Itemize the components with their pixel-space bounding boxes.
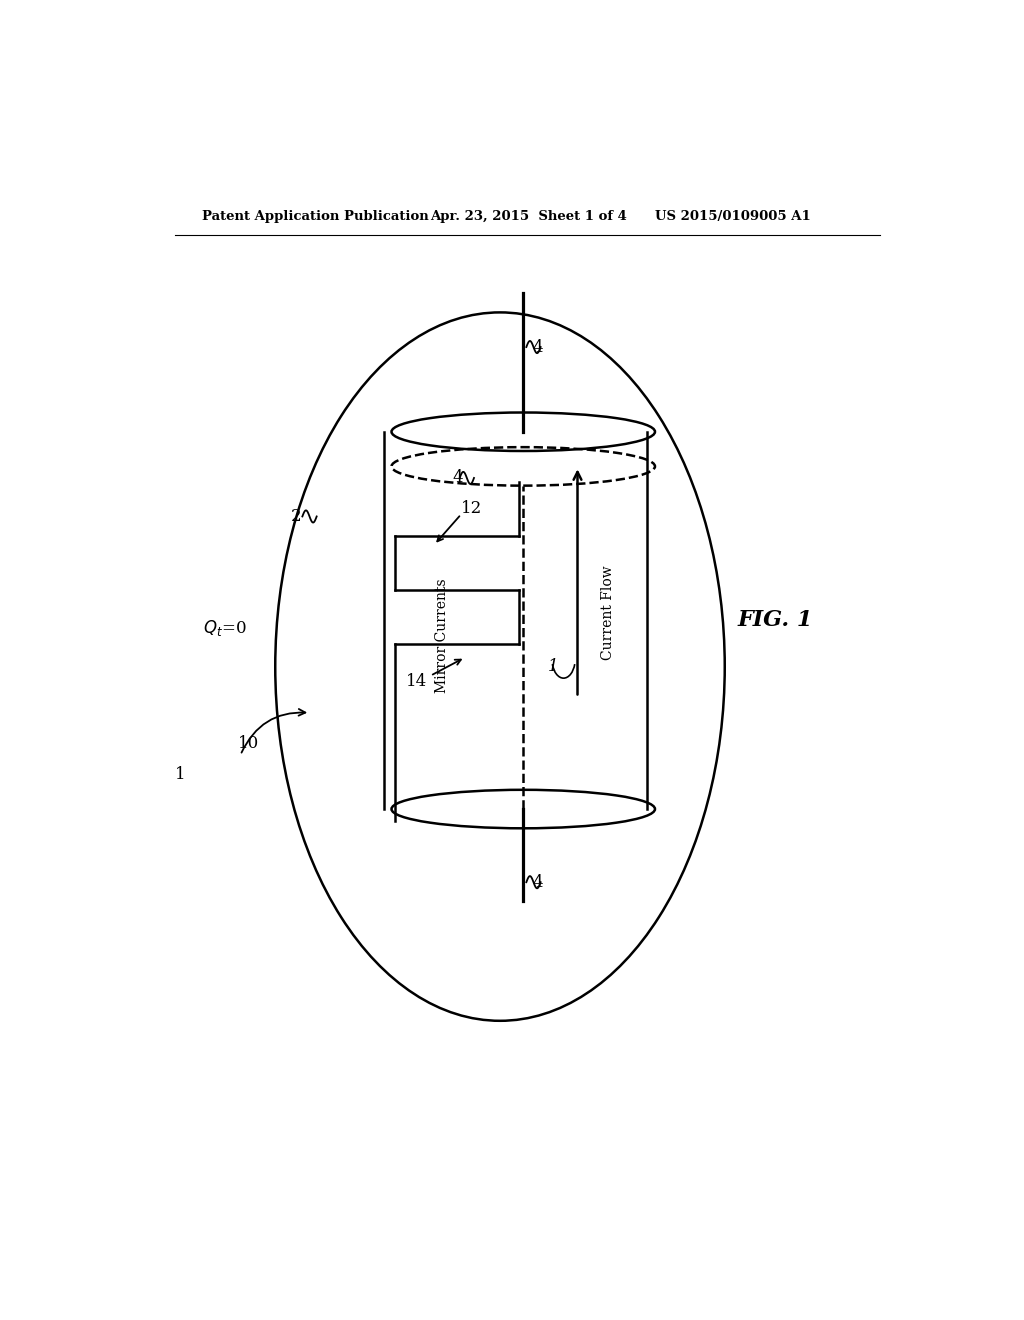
Text: Mirror Currents: Mirror Currents (435, 578, 449, 693)
Text: 4: 4 (452, 470, 463, 487)
Text: Patent Application Publication: Patent Application Publication (202, 210, 428, 223)
Text: US 2015/0109005 A1: US 2015/0109005 A1 (655, 210, 811, 223)
FancyArrowPatch shape (433, 660, 461, 675)
Text: Current Flow: Current Flow (601, 565, 615, 660)
Text: Apr. 23, 2015  Sheet 1 of 4: Apr. 23, 2015 Sheet 1 of 4 (430, 210, 627, 223)
Text: 2: 2 (291, 508, 301, 525)
Text: 1: 1 (175, 766, 186, 783)
Text: 12: 12 (461, 500, 482, 517)
FancyArrowPatch shape (437, 516, 460, 541)
Text: FIG. 1: FIG. 1 (737, 610, 813, 631)
Text: 4: 4 (532, 338, 543, 355)
Text: 10: 10 (238, 735, 259, 752)
FancyArrowPatch shape (242, 709, 305, 752)
Text: $\mathit{Q_t}$=0: $\mathit{Q_t}$=0 (203, 618, 247, 638)
Text: 4: 4 (532, 874, 543, 891)
Text: 14: 14 (406, 673, 427, 690)
Text: 1: 1 (548, 659, 558, 675)
